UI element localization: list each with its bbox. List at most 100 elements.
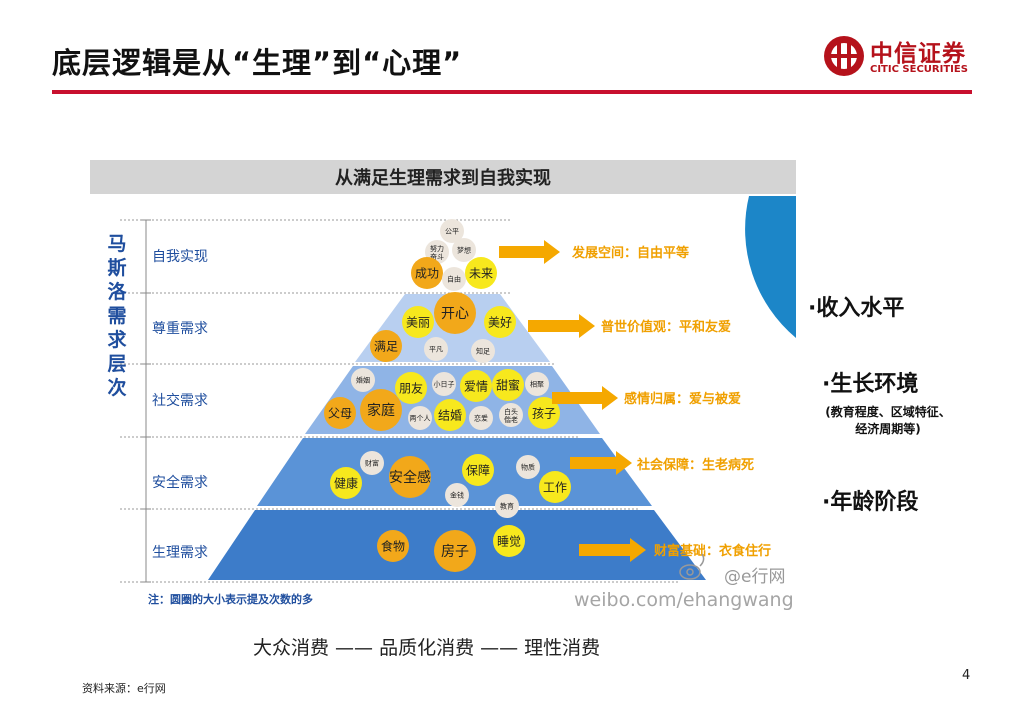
bubble-label: 美丽 — [406, 315, 430, 329]
bubble-circle — [395, 372, 427, 404]
keyword-bubble: 公平 — [440, 219, 464, 243]
keyword-bubble: 婚姻 — [351, 368, 375, 392]
header-divider — [52, 90, 972, 94]
bubble-circle — [442, 267, 466, 291]
vertical-label-char: 需 — [107, 305, 126, 327]
bubble-label: 结婚 — [438, 408, 462, 422]
bubble-label: 婚姻 — [356, 376, 370, 385]
bubble-label: 保障 — [466, 462, 490, 477]
bubble-label: 教育 — [500, 502, 514, 511]
citic-emblem-icon — [824, 36, 864, 76]
keyword-bubble: 父母 — [324, 397, 356, 429]
keyword-bubble: 开心 — [434, 292, 476, 334]
bubble-circle — [402, 306, 434, 338]
bubble-label: 梦想 — [457, 246, 471, 255]
bubble-circle — [462, 454, 494, 486]
bubble-label: 财富 — [365, 459, 379, 468]
bubble-label: 睡觉 — [497, 534, 521, 548]
bubble-circle — [377, 530, 409, 562]
keyword-bubble: 爱情 — [460, 370, 492, 402]
bubble-size-note: 注：圆圈的大小表示提及次数的多 — [148, 592, 313, 606]
keyword-bubble: 未来 — [465, 257, 497, 289]
keyword-bubble: 满足 — [370, 330, 402, 362]
keyword-bubble: 健康 — [330, 467, 362, 499]
diagram-banner — [90, 160, 796, 194]
keyword-bubble: 小日子 — [432, 372, 456, 396]
maslow-vertical-label: 马 斯 洛 需 求 层 次 — [107, 233, 127, 399]
keyword-bubble: 教育 — [495, 494, 519, 518]
bubble-label: 物质 — [521, 463, 535, 472]
factor-environment-note-1: (教育程度、区域特征、 — [825, 405, 951, 419]
bubble-label: 成功 — [415, 266, 439, 280]
right-arrow-icon — [570, 451, 632, 475]
logo-english-name: CITIC SECURITIES — [870, 64, 968, 75]
bubble-label: 两个人 — [410, 415, 431, 423]
bubble-circle — [492, 369, 524, 401]
bubble-label: 安全感 — [389, 469, 431, 486]
bubble-circle — [460, 370, 492, 402]
bubble-label: 食物 — [381, 538, 405, 553]
outcome-safety: 社会保障：生老病死 — [636, 457, 754, 473]
bubble-circle — [499, 403, 523, 427]
bubble-circle — [360, 389, 402, 431]
bubble-circle — [434, 292, 476, 334]
keyword-bubble: 食物 — [377, 530, 409, 562]
bubble-label: 美好 — [488, 315, 512, 329]
keyword-bubble: 相聚 — [525, 372, 549, 396]
factor-age: ·年龄阶段 — [822, 490, 919, 515]
keyword-bubble: 美丽 — [402, 306, 434, 338]
bubble-label: 平凡 — [429, 346, 443, 354]
decorative-blue-arc — [745, 196, 796, 338]
level-label-physiological: 生理需求 — [152, 545, 208, 561]
bubble-circle — [324, 397, 356, 429]
bubble-label: 工作 — [543, 480, 567, 494]
keyword-bubble: 睡觉 — [493, 525, 525, 557]
logo-chinese-name: 中信证券 — [870, 41, 966, 67]
citic-logo: 中信证券 CITIC SECURITIES — [822, 32, 982, 82]
bubble-label: 恋爱 — [474, 414, 488, 423]
keyword-bubble: 朋友 — [395, 372, 427, 404]
keyword-bubble: 结婚 — [434, 399, 466, 431]
bubble-label: 知足 — [476, 347, 490, 356]
watermark-url: weibo.com/ehangwang — [574, 589, 794, 611]
keyword-bubble: 物质 — [516, 455, 540, 479]
bubble-circle — [445, 483, 469, 507]
right-arrow-icon — [528, 314, 595, 338]
consumption-path: 大众消费 —— 品质化消费 —— 理性消费 — [253, 637, 601, 659]
bubble-circle — [495, 494, 519, 518]
right-arrow-icon — [552, 386, 618, 410]
bubble-label: 家庭 — [367, 402, 395, 419]
bubble-label: 未来 — [469, 266, 493, 280]
bubble-circle — [408, 406, 432, 430]
bubble-circle — [434, 399, 466, 431]
bubble-label: 健康 — [334, 475, 358, 490]
keyword-bubble: 孩子 — [528, 397, 560, 429]
outcome-arrows — [499, 240, 646, 562]
level-label-safety: 安全需求 — [152, 474, 208, 491]
bubble-circle — [493, 525, 525, 557]
vertical-label-char: 斯 — [107, 256, 126, 279]
keyword-bubble: 白头偕老 — [499, 403, 523, 427]
keyword-bubble: 平凡 — [424, 337, 448, 361]
bubble-label: 朋友 — [399, 381, 423, 395]
bubble-circle — [452, 238, 476, 262]
bubble-circle — [411, 257, 443, 289]
bubble-label: 开心 — [441, 306, 469, 322]
bubble-label: 努力奋斗 — [430, 244, 444, 261]
factor-environment: ·生长环境 — [822, 372, 919, 397]
bubble-circle — [465, 257, 497, 289]
bubble-label: 房子 — [441, 544, 469, 560]
outcome-physiological: 财富基础：衣食住行 — [654, 543, 771, 559]
keyword-bubble: 知足 — [471, 339, 495, 363]
bubble-circle — [484, 306, 516, 338]
keyword-bubble: 甜蜜 — [492, 369, 524, 401]
factor-environment-note-2: 经济周期等) — [855, 422, 921, 436]
keyword-bubble: 自由 — [442, 267, 466, 291]
page-title: 底层逻辑是从“生理”到“心理” — [52, 46, 463, 80]
diagram-banner-text: 从满足生理需求到自我实现 — [335, 167, 551, 189]
level-label-social: 社交需求 — [152, 392, 208, 409]
vertical-label-char: 层 — [107, 353, 126, 375]
bubble-circle — [432, 372, 456, 396]
keyword-bubble: 金钱 — [445, 483, 469, 507]
bubble-label: 孩子 — [532, 406, 556, 420]
